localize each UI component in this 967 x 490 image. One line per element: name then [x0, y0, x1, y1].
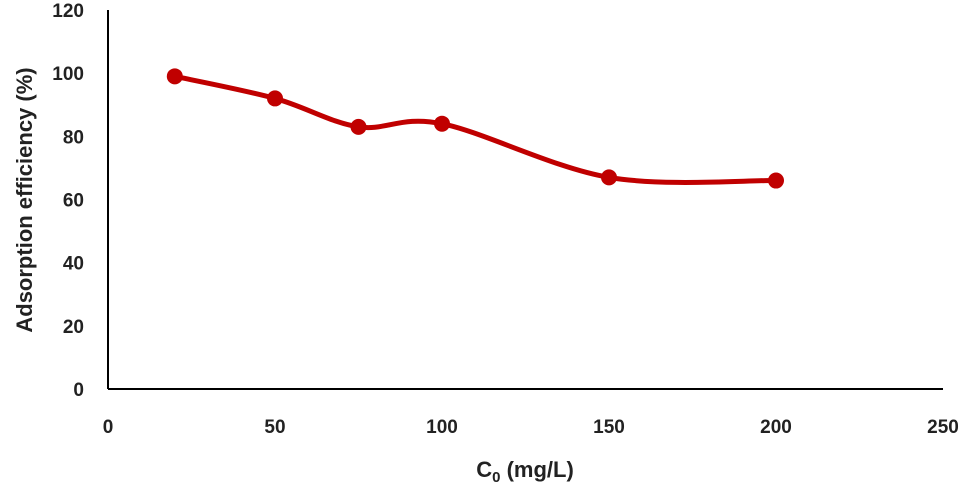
data-point — [267, 90, 283, 107]
x-axis-title-unit: (mg/L) — [500, 457, 573, 482]
data-point — [768, 172, 784, 189]
y-axis-title: Adsorption efficiency (%) — [12, 67, 37, 332]
y-tick-label: 60 — [63, 191, 84, 212]
x-tick-label: 150 — [593, 417, 625, 438]
x-tick-labels: 0 50 100 150 200 250 — [103, 417, 959, 438]
x-tick-label: 100 — [426, 417, 458, 438]
x-tick-label: 0 — [103, 417, 114, 438]
x-axis-title-main: C — [476, 457, 492, 482]
data-point — [434, 115, 450, 132]
series-line — [172, 73, 779, 185]
y-tick-label: 80 — [63, 127, 84, 148]
data-point — [601, 169, 617, 186]
y-tick-labels: 0 20 40 60 80 100 120 — [52, 1, 84, 401]
x-tick-label: 50 — [264, 417, 285, 438]
y-tick-label: 20 — [63, 317, 84, 338]
y-tick-label: 120 — [52, 1, 84, 22]
y-tick-label: 0 — [73, 380, 84, 401]
plot-area — [107, 10, 943, 390]
series-layer — [166, 68, 784, 189]
data-point — [350, 118, 367, 135]
y-tick-label: 40 — [63, 254, 84, 275]
x-tick-label: 200 — [760, 417, 792, 438]
data-point — [166, 68, 183, 85]
x-axis-title: C0 (mg/L) — [476, 457, 574, 486]
x-tick-label: 250 — [927, 417, 959, 438]
x-axis-title-subscript: 0 — [492, 469, 500, 486]
y-tick-label: 100 — [52, 64, 84, 85]
